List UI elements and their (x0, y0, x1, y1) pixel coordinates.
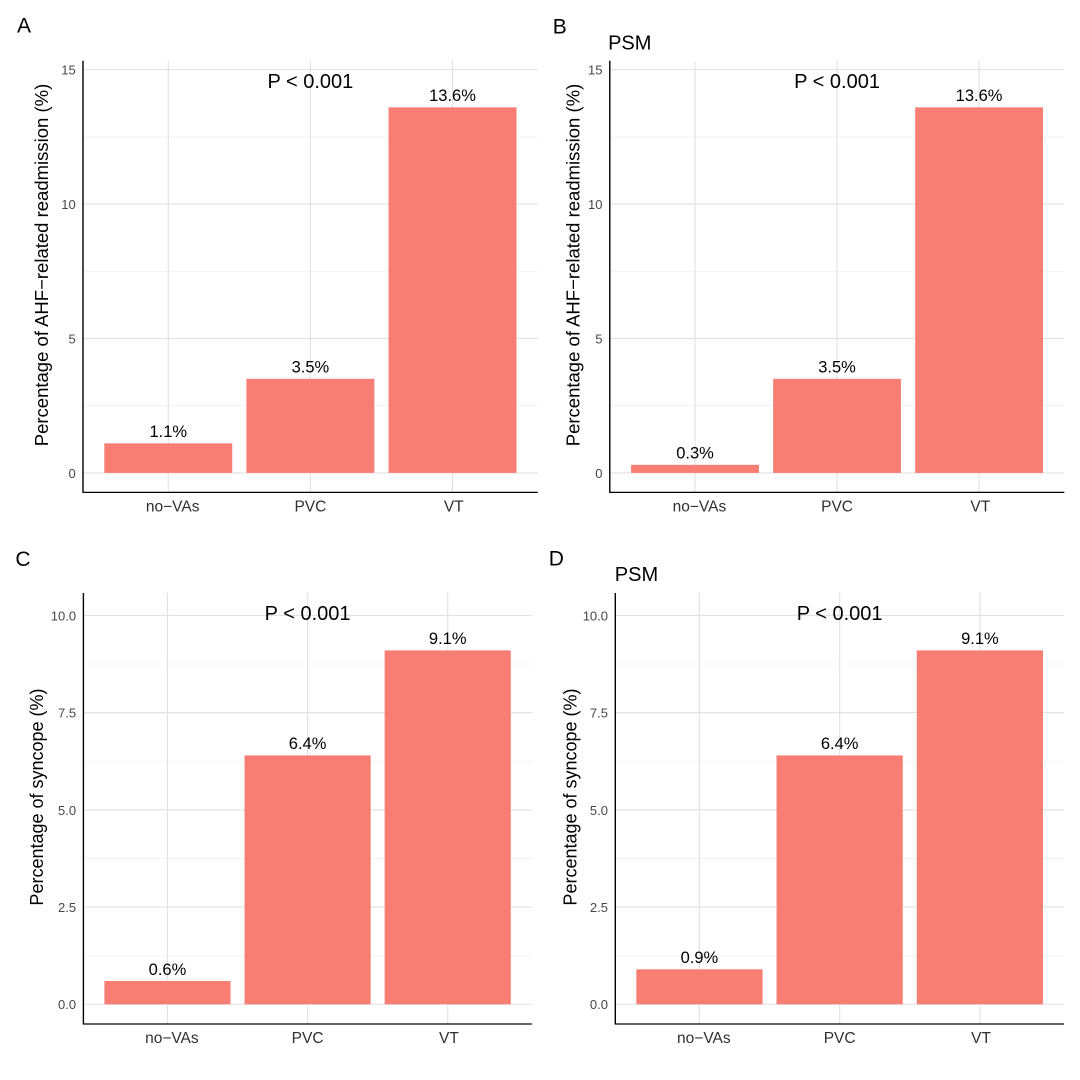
svg-text:5: 5 (68, 331, 75, 346)
svg-text:0.3%: 0.3% (676, 445, 714, 463)
svg-text:D: D (549, 548, 564, 571)
svg-text:PSM: PSM (615, 564, 658, 586)
svg-text:6.4%: 6.4% (821, 735, 859, 753)
svg-text:no−VAs: no−VAs (677, 1030, 731, 1047)
svg-text:no−VAs: no−VAs (673, 498, 727, 515)
svg-text:PVC: PVC (824, 1030, 856, 1047)
svg-text:Percentage of AHF−related read: Percentage of AHF−related readmission (%… (31, 84, 52, 446)
svg-text:3.5%: 3.5% (292, 359, 330, 377)
svg-text:9.1%: 9.1% (429, 630, 467, 648)
svg-text:0.0: 0.0 (58, 997, 76, 1012)
svg-text:15: 15 (61, 63, 75, 78)
svg-text:2.5: 2.5 (590, 900, 608, 915)
svg-text:0.0: 0.0 (590, 997, 608, 1012)
svg-text:C: C (15, 548, 30, 571)
svg-text:9.1%: 9.1% (961, 630, 999, 648)
svg-text:PVC: PVC (294, 498, 326, 515)
svg-text:5: 5 (595, 331, 602, 346)
svg-text:6.4%: 6.4% (289, 735, 327, 753)
svg-text:0.6%: 0.6% (149, 961, 187, 979)
svg-text:P < 0.001: P < 0.001 (265, 603, 351, 625)
svg-text:Percentage of syncope (%): Percentage of syncope (%) (560, 688, 580, 905)
svg-text:PVC: PVC (821, 498, 853, 515)
svg-text:no−VAs: no−VAs (146, 498, 200, 515)
svg-text:VT: VT (970, 498, 990, 515)
svg-text:P < 0.001: P < 0.001 (797, 603, 883, 625)
svg-text:no−VAs: no−VAs (145, 1030, 199, 1047)
svg-text:3.5%: 3.5% (818, 359, 856, 377)
svg-text:1.1%: 1.1% (149, 423, 187, 441)
svg-text:0: 0 (68, 466, 75, 481)
svg-text:PSM: PSM (608, 32, 651, 54)
svg-text:15: 15 (588, 63, 602, 78)
svg-text:VT: VT (971, 1030, 991, 1047)
svg-text:10: 10 (588, 197, 602, 212)
svg-text:7.5: 7.5 (58, 706, 76, 721)
svg-text:10.0: 10.0 (583, 608, 608, 623)
svg-text:A: A (17, 15, 31, 38)
svg-text:0.9%: 0.9% (681, 949, 719, 967)
svg-text:Percentage of AHF−related read: Percentage of AHF−related readmission (%… (563, 84, 584, 446)
svg-text:VT: VT (439, 1030, 459, 1047)
svg-text:VT: VT (444, 498, 464, 515)
svg-text:10.0: 10.0 (51, 608, 76, 623)
svg-text:5.0: 5.0 (590, 803, 608, 818)
svg-text:P < 0.001: P < 0.001 (794, 71, 880, 93)
svg-text:0: 0 (595, 466, 602, 481)
svg-text:13.6%: 13.6% (429, 87, 476, 105)
svg-text:P < 0.001: P < 0.001 (267, 71, 353, 93)
svg-text:5.0: 5.0 (58, 803, 76, 818)
svg-text:Percentage of syncope (%): Percentage of syncope (%) (27, 688, 47, 905)
svg-text:2.5: 2.5 (58, 900, 76, 915)
svg-text:B: B (553, 16, 567, 39)
svg-text:10: 10 (61, 197, 75, 212)
svg-text:7.5: 7.5 (590, 706, 608, 721)
svg-text:PVC: PVC (292, 1030, 324, 1047)
svg-text:13.6%: 13.6% (956, 87, 1003, 105)
